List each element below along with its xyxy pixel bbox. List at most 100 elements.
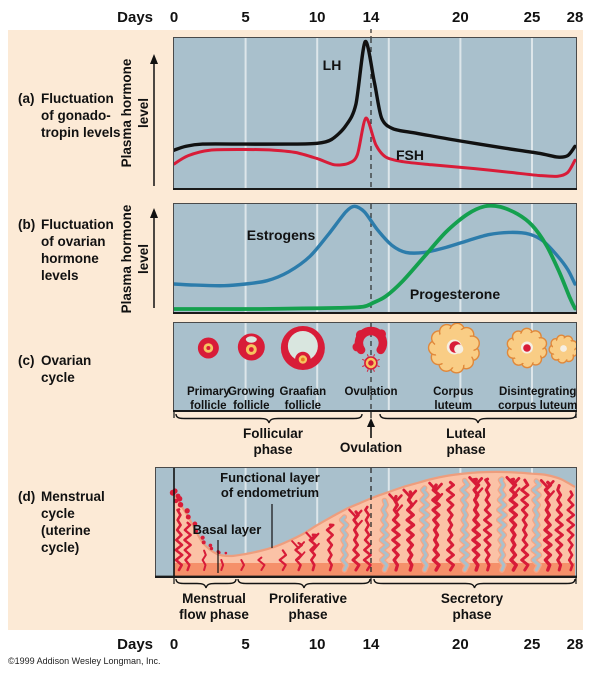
uterine-gland xyxy=(496,476,508,573)
functional-layer-line: Functional layer xyxy=(220,470,320,485)
spiral-artery xyxy=(388,493,404,572)
lh-curve-label: LH xyxy=(322,57,342,73)
stage-label-growing: Growing follicle xyxy=(227,386,275,412)
caption-b-line: Fluctuation xyxy=(41,217,114,232)
caption-a-line: of gonado- xyxy=(41,108,111,123)
spiral-artery xyxy=(468,476,484,572)
spiral-artery xyxy=(348,508,363,572)
panel-b-plot xyxy=(173,203,577,314)
spiral-artery xyxy=(257,556,266,571)
bottom-axis-days-label: Days xyxy=(117,636,153,653)
spiral-artery xyxy=(220,559,225,571)
top-axis-tick-day-25: 25 xyxy=(523,9,541,26)
y-axis-label-line: Plasma hormone xyxy=(119,58,134,168)
day-zero-axis-line xyxy=(173,467,175,578)
stage-label-graafian: Graafian follicle xyxy=(279,386,327,412)
caption-a-prefix: (a) xyxy=(18,91,35,106)
ovarian-cycle-strip xyxy=(173,322,577,412)
stage-label-primary: Primary follicle xyxy=(186,386,230,412)
caption-b: (b) Fluctuation of ovarian hormone level… xyxy=(18,216,148,284)
bottom-axis-tick-day-10: 10 xyxy=(308,636,326,653)
caption-c-line: Ovarian xyxy=(41,353,92,368)
caption-b-line: of ovarian xyxy=(41,234,106,249)
estrogens-curve-label: Estrogens xyxy=(246,227,316,243)
caption-d: (d) Menstrual cycle (uterine cycle) xyxy=(18,488,148,556)
top-axis-tick-day-10: 10 xyxy=(308,9,326,26)
spiral-artery xyxy=(174,508,184,572)
caption-b-line: levels xyxy=(41,268,79,283)
fsh-curve-label: FSH xyxy=(396,147,424,163)
endometrium-basal-layer xyxy=(174,563,575,578)
uterine-phase-proliferative: Proliferative phase xyxy=(268,591,348,622)
spiral-artery xyxy=(539,479,555,572)
panel-b-y-axis-label: Plasma hormone level xyxy=(118,203,152,315)
plot-background xyxy=(173,37,577,190)
spiral-artery xyxy=(325,523,335,572)
copyright-text: ©1999 Addison Wesley Longman, Inc. xyxy=(8,656,161,666)
caption-d-line: Menstrual xyxy=(41,489,105,504)
spiral-artery xyxy=(201,549,207,571)
caption-c-line: cycle xyxy=(41,370,75,385)
growing-follicle-icon xyxy=(237,333,265,361)
uterine-phase-secretory: Secretory phase xyxy=(440,591,504,622)
graafian-follicle-icon xyxy=(280,326,325,370)
panel-a-y-axis-label: Plasma hormone level xyxy=(118,57,152,169)
bottom-axis-tick-day-20: 20 xyxy=(452,636,469,653)
spiral-artery xyxy=(362,505,372,572)
caption-d-line: cycle) xyxy=(41,540,80,555)
phase-ovulation: Ovulation xyxy=(339,440,403,455)
basal-layer-label: Basal layer xyxy=(192,522,262,537)
progesterone-curve-label: Progesterone xyxy=(409,286,501,302)
endometrium-surface xyxy=(173,470,576,558)
bottom-axis-tick-day-28: 28 xyxy=(566,636,584,653)
caption-c: (c) Ovarian cycle xyxy=(18,352,148,386)
ovarian-hormone-chart xyxy=(173,203,577,314)
panel-a-plot xyxy=(173,37,577,190)
primary-follicle-icon xyxy=(197,337,219,359)
caption-b-prefix: (b) xyxy=(18,217,36,232)
phase-follicular: Follicular phase xyxy=(242,426,304,457)
spiral-artery xyxy=(520,478,530,572)
spiral-artery xyxy=(482,477,493,572)
spiral-artery xyxy=(240,559,245,571)
caption-c-prefix: (c) xyxy=(18,353,35,368)
bottom-axis-tick-day-0: 0 xyxy=(169,636,179,653)
curve-estrogens xyxy=(173,204,577,288)
spiral-artery xyxy=(278,549,288,572)
curve-lh xyxy=(173,39,577,159)
spiral-artery xyxy=(291,540,306,572)
stage-label-disintegrating: Disintegrating corpus luteum xyxy=(498,386,578,412)
uterine-gland xyxy=(530,478,543,573)
uterine-gland xyxy=(338,514,350,573)
caption-a: (a) Fluctuation of gonado- tropin levels xyxy=(18,90,148,141)
uterine-cycle-illustration xyxy=(155,467,577,578)
phase-luteal: Luteal phase xyxy=(446,426,486,457)
caption-d-prefix: (d) xyxy=(18,489,36,504)
uterine-phase-menstrual: Menstrual flow phase xyxy=(179,591,249,622)
top-axis-tick-day-5: 5 xyxy=(241,9,250,26)
spiral-artery xyxy=(505,475,521,572)
functional-layer-label: Functional layer of endometrium xyxy=(220,470,320,500)
top-axis-tick-day-28: 28 xyxy=(566,9,584,26)
stage-label-corpus: Corpus luteum xyxy=(433,386,474,412)
caption-d-line: cycle xyxy=(41,506,75,521)
stage-label-ovulation: Ovulation xyxy=(344,386,398,398)
top-axis-tick-day-20: 20 xyxy=(452,9,469,26)
panel-c-plot xyxy=(173,322,577,412)
top-axis-days-label: Days xyxy=(117,9,153,26)
y-axis-label-line: level xyxy=(136,97,151,129)
corpus-luteum-icon xyxy=(427,322,480,374)
y-axis-label-line: Plasma hormone xyxy=(119,204,134,314)
uterine-gland xyxy=(418,485,431,573)
uterine-gland xyxy=(378,497,391,573)
caption-a-line: Fluctuation xyxy=(41,91,114,106)
spiral-artery xyxy=(183,521,192,572)
bottom-axis-tick-day-14: 14 xyxy=(362,636,380,653)
disintegrating-corpus-luteum-small-icon xyxy=(548,334,577,364)
curve-progesterone xyxy=(173,203,577,311)
spiral-artery xyxy=(402,488,418,572)
plot-background xyxy=(173,203,577,314)
spiral-artery xyxy=(428,481,444,572)
spiral-artery xyxy=(566,490,576,572)
